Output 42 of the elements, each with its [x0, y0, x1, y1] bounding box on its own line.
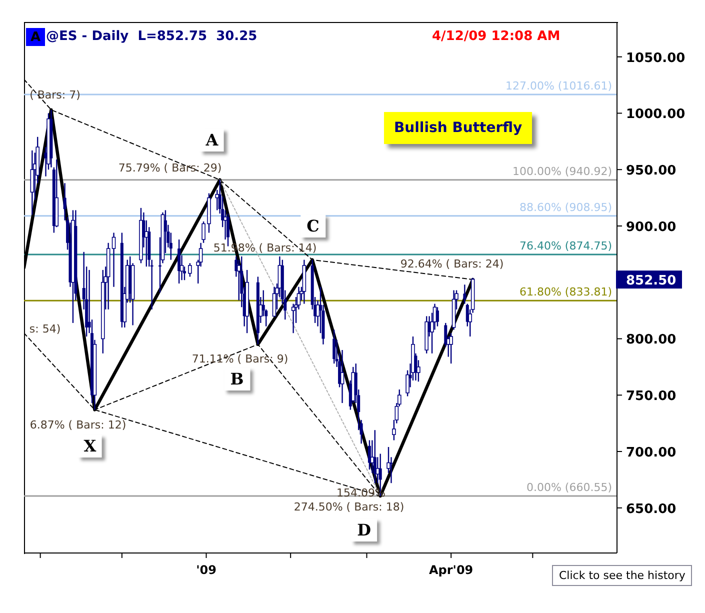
candlestick [272, 286, 276, 317]
y-tick-label: 1000.00 [626, 107, 686, 122]
y-tick-label: 900.00 [626, 220, 676, 235]
candlestick [436, 306, 439, 327]
ref-line-label: 100.00% (940.92) [512, 164, 612, 178]
x-tick-label: '09 [196, 563, 216, 577]
y-tick-label: 800.00 [626, 332, 676, 348]
candlestick [188, 262, 192, 278]
annotation: 274.50% ( Bars: 18) [294, 500, 404, 514]
y-tick-label: 1050.00 [626, 50, 686, 66]
text: Click to see the history [552, 565, 692, 586]
annotation: A [200, 128, 224, 152]
y-tick-label: 750.00 [626, 389, 676, 404]
ref-line-label: 61.80% (833.81) [519, 286, 612, 299]
ref-line-label: 76.40% (874.75) [519, 239, 612, 252]
annotation: X [78, 434, 102, 458]
text: @ES - Daily L=852.75 30.25 [46, 29, 258, 44]
y-tick-label: 700.00 [626, 446, 676, 461]
candlestick [449, 332, 453, 364]
text: 4/12/09 12:08 AM [432, 29, 560, 44]
candlestick [368, 440, 371, 470]
ref-line-label: 127.00% (1016.61) [505, 79, 612, 92]
ref-line-label: 0.00% (660.55) [526, 480, 612, 494]
ref-line-label: 88.60% (908.95) [519, 200, 612, 214]
annotation: 92.64% ( Bars: 24) [400, 258, 504, 270]
candlestick [178, 238, 181, 284]
y-tick-label: 650.00 [626, 502, 676, 517]
candlestick [463, 284, 466, 304]
annotation: ( Bars: 7) [30, 88, 80, 102]
candlestick [112, 232, 116, 288]
annotation: C [300, 214, 326, 238]
candlestick [340, 349, 344, 404]
annotation: B [224, 368, 250, 390]
annotation: s: 54) [29, 322, 61, 336]
y-tick-label: 950.00 [626, 164, 676, 179]
candlestick [332, 329, 336, 364]
annotation: 6.87% ( Bars: 12) [30, 418, 126, 432]
annotation: D [351, 518, 377, 542]
x-tick-label: Apr'09 [428, 563, 474, 577]
annotation: Bullish Butterfly [384, 112, 532, 144]
annotation: A [26, 28, 45, 46]
y-tick-label: 852.50 [626, 274, 676, 289]
